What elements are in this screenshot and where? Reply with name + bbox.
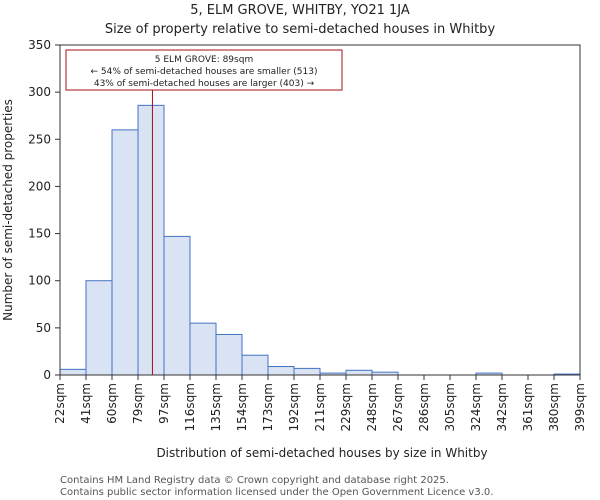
y-tick-label: 350 <box>28 38 51 52</box>
y-tick-label: 0 <box>43 368 51 382</box>
x-tick-label: 380sqm <box>547 383 561 431</box>
x-tick-label: 97sqm <box>157 383 171 424</box>
x-tick-label: 211sqm <box>313 383 327 431</box>
x-axis-label: Distribution of semi-detached houses by … <box>156 446 487 460</box>
x-tick-label: 399sqm <box>573 383 587 431</box>
y-tick-label: 150 <box>28 227 51 241</box>
histogram-bar <box>85 280 113 376</box>
histogram-bar <box>59 368 87 376</box>
chart-title: 5, ELM GROVE, WHITBY, YO21 1JA <box>190 3 410 18</box>
plot-frame <box>59 44 581 376</box>
x-tick-label: 22sqm <box>53 383 67 424</box>
x-tick-label: 324sqm <box>469 383 483 431</box>
y-tick-label: 100 <box>28 274 51 288</box>
x-axis-ticks: 22sqm 41sqm 60sqm 79sqm 97sqm 116sqm 135sqm 154… <box>53 375 587 431</box>
histogram-bar <box>267 366 295 376</box>
annotation-line-2: ← 54% of semi-detached houses are smalle… <box>91 67 318 77</box>
histogram-bar <box>163 235 191 376</box>
x-tick-label: 116sqm <box>183 383 197 431</box>
annotation-line-3: 43% of semi-detached houses are larger (… <box>94 79 315 89</box>
footer-line-1: Contains HM Land Registry data © Crown c… <box>60 475 449 486</box>
x-tick-label: 60sqm <box>105 383 119 424</box>
x-tick-label: 248sqm <box>365 383 379 431</box>
x-tick-label: 154sqm <box>235 383 249 431</box>
y-tick-label: 300 <box>28 85 51 99</box>
y-axis-label: Number of semi-detached properties <box>1 99 15 321</box>
histogram-bar <box>241 354 269 376</box>
x-tick-label: 342sqm <box>495 383 509 431</box>
x-tick-label: 267sqm <box>391 383 405 431</box>
x-tick-label: 192sqm <box>287 383 301 431</box>
histogram-bar <box>345 369 373 376</box>
histogram-bar <box>111 129 139 376</box>
y-tick-label: 50 <box>36 321 51 335</box>
x-tick-label: 173sqm <box>261 383 275 431</box>
histogram-bar <box>137 104 165 376</box>
y-tick-label: 250 <box>28 132 51 146</box>
chart-subtitle: Size of property relative to semi-detach… <box>105 22 496 37</box>
x-tick-label: 79sqm <box>131 383 145 424</box>
y-axis-ticks: 0 50 100 150 200 250 300 350 <box>28 38 60 382</box>
annotation-box <box>65 49 343 91</box>
footer-line-2: Contains public sector information licen… <box>60 487 493 498</box>
x-tick-label: 229sqm <box>339 383 353 431</box>
x-tick-label: 286sqm <box>417 383 431 431</box>
histogram-bar <box>293 367 321 376</box>
x-tick-label: 135sqm <box>209 383 223 431</box>
annotation-line-1: 5 ELM GROVE: 89sqm <box>155 55 253 65</box>
histogram-bar <box>189 322 217 376</box>
x-tick-label: 305sqm <box>443 383 457 431</box>
histogram-bar <box>215 333 243 376</box>
y-tick-label: 200 <box>28 179 51 193</box>
x-tick-label: 361sqm <box>521 383 535 431</box>
x-tick-label: 41sqm <box>79 383 93 424</box>
bars-group <box>59 104 581 376</box>
